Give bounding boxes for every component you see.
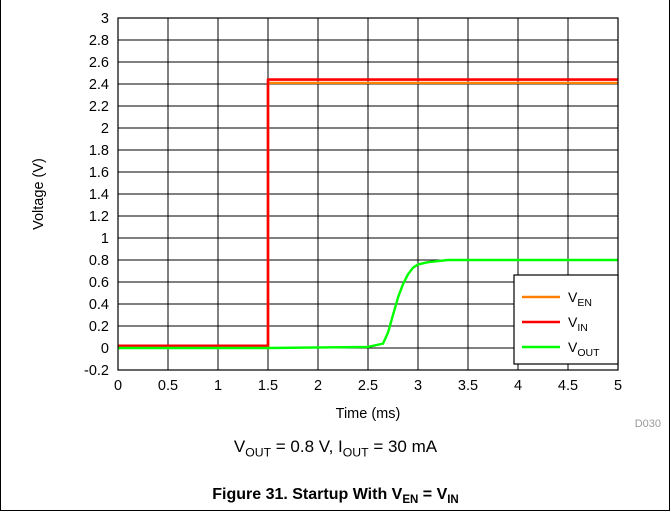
y-tick-labels: -0.2 0 0.2 0.4 0.6 0.8 1 1.2 1.4 1.6 1.8 2 2.2 2.4 2.6… [84, 11, 109, 379]
iout-symbol: I [338, 437, 343, 456]
iout-value: = 30 mA [368, 437, 438, 456]
vout-symbol: V [233, 437, 246, 456]
y-tick-label: 0.2 [89, 319, 109, 335]
caption-sub-en: EN [402, 494, 419, 507]
vout-subscript: OUT [245, 445, 272, 460]
series-line-in [118, 78, 618, 348]
y-tick-label: 0.4 [89, 297, 109, 313]
legend: VEN VIN VOUT [513, 274, 619, 365]
plot-border [117, 17, 619, 371]
y-tick-label: 0 [101, 341, 109, 357]
x-tick-label: 4.5 [558, 378, 578, 394]
series-line-out [118, 258, 618, 350]
startup-chart: 0 0.5 1 1.5 2 2.5 3 3.5 4 4.5 5 -0.2 0 0.2 0.4 0.6 0.8 1… [31, 11, 661, 430]
caption-mid: = V [418, 486, 448, 503]
y-tick-label: 1.6 [89, 165, 109, 181]
test-condition: VOUT = 0.8 V, IOUT = 30 mA [0, 437, 671, 460]
x-tick-label: 5 [614, 378, 622, 394]
caption-sub-in: IN [447, 494, 459, 507]
y-tick-label: -0.2 [84, 363, 109, 379]
y-tick-label: 2.8 [89, 33, 109, 49]
legend-label-out: VOUT [568, 339, 600, 359]
y-axis-label: Voltage (V) [31, 158, 47, 230]
x-tick-label: 4 [514, 378, 522, 394]
vout-value: = 0.8 V, [271, 437, 339, 456]
x-tick-label: 0 [114, 378, 122, 394]
iout-subscript: OUT [342, 445, 369, 460]
x-axis-label: Time (ms) [336, 406, 401, 422]
y-tick-label: 2.2 [89, 99, 109, 115]
x-tick-label: 3.5 [458, 378, 478, 394]
y-tick-label: 2.6 [89, 55, 109, 71]
y-tick-label: 2.4 [89, 77, 109, 93]
caption-prefix: Figure 31. Startup With V [212, 486, 403, 503]
x-tick-label: 2 [314, 378, 322, 394]
y-tick-label: 1.4 [89, 187, 109, 203]
y-tick-label: 2 [101, 121, 109, 137]
y-tick-label: 1.8 [89, 143, 109, 159]
x-tick-label: 3 [414, 378, 422, 394]
y-tick-label: 0.6 [89, 275, 109, 291]
figure-code: D030 [635, 418, 661, 430]
legend-label-en: VEN [568, 289, 592, 309]
x-tick-label: 2.5 [358, 378, 378, 394]
y-tick-label: 0.8 [89, 253, 109, 269]
x-tick-label: 0.5 [158, 378, 178, 394]
legend-label-in: VIN [568, 314, 588, 334]
y-tick-label: 1 [101, 231, 109, 247]
y-tick-label: 1.2 [89, 209, 109, 225]
x-tick-label: 1 [214, 378, 222, 394]
x-tick-label: 1.5 [258, 378, 278, 394]
series-lines [118, 78, 618, 350]
x-tick-labels: 0 0.5 1 1.5 2 2.5 3 3.5 4 4.5 5 [114, 378, 622, 394]
figure-caption: Figure 31. Startup With VEN = VIN [0, 486, 671, 507]
legend-box [513, 274, 619, 365]
y-tick-label: 3 [101, 11, 109, 27]
